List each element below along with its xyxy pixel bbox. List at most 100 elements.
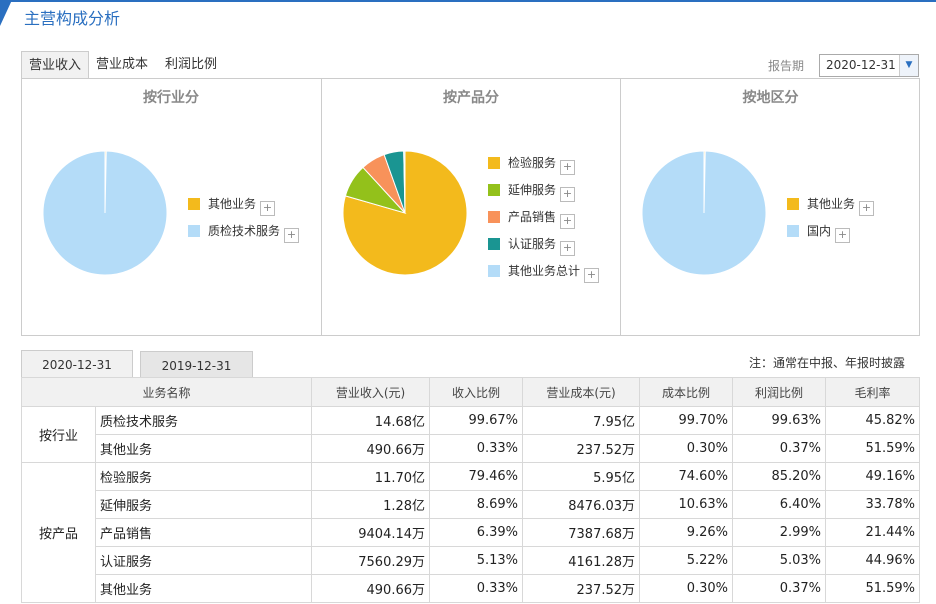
value-cell: 51.59% (825, 434, 921, 463)
value-cell: 85.20% (732, 462, 827, 491)
legend-label: 质检技术服务 (208, 224, 281, 238)
value-cell: 0.33% (429, 434, 524, 463)
composition-table: 业务名称 营业收入(元) 收入比例 营业成本(元) 成本比例 利润比例 毛利率 … (20, 377, 921, 603)
value-cell: 2.99% (732, 518, 827, 547)
value-cell: 21.44% (825, 518, 921, 547)
tab-date-2019[interactable]: 2019-12-31 (140, 351, 253, 378)
expand-plus-icon[interactable]: + (560, 187, 576, 202)
legend-item[interactable]: 检验服务 + (488, 156, 599, 183)
value-cell: 0.30% (639, 434, 734, 463)
col-header: 营业收入(元) (311, 377, 431, 407)
legend-swatch (488, 184, 500, 196)
legend-swatch (488, 211, 500, 223)
legend-item[interactable]: 其他业务 + (188, 197, 299, 224)
business-name-cell: 检验服务 (94, 462, 313, 491)
legend-item[interactable]: 产品销售 + (488, 210, 599, 237)
value-cell: 6.40% (732, 490, 827, 519)
legend-swatch (188, 198, 200, 210)
value-cell: 79.46% (429, 462, 524, 491)
col-header: 利润比例 (732, 377, 827, 407)
pie-chart-industry (42, 150, 168, 276)
value-cell: 99.63% (732, 406, 827, 435)
col-header: 成本比例 (639, 377, 734, 407)
col-header: 营业成本(元) (522, 377, 641, 407)
value-cell: 9.26% (639, 518, 734, 547)
value-cell: 5.13% (429, 546, 524, 575)
tab-cost[interactable]: 营业成本 (95, 57, 148, 72)
table-row: 延伸服务 1.28亿 8.69% 8476.03万 10.63% 6.40% 33.78% (22, 490, 921, 519)
expand-plus-icon[interactable]: + (835, 228, 851, 243)
value-cell: 7560.29万 (311, 546, 431, 575)
period-select[interactable]: 2020-12-31 ▼ (819, 54, 919, 77)
value-cell: 6.39% (429, 518, 524, 547)
value-cell: 11.70亿 (311, 462, 431, 491)
table-row: 认证服务 7560.29万 5.13% 4161.28万 5.22% 5.03% 44.96… (22, 546, 921, 575)
pie-title: 按地区分 (742, 90, 799, 106)
tab-date-2020[interactable]: 2020-12-31 (21, 350, 133, 378)
value-cell: 9404.14万 (311, 518, 431, 547)
legend-item[interactable]: 认证服务 + (488, 237, 599, 264)
pie-chart-product (342, 150, 468, 276)
value-cell: 5.03% (732, 546, 827, 575)
value-cell: 8.69% (429, 490, 524, 519)
value-cell: 8476.03万 (522, 490, 641, 519)
table-row: 按行业 质检技术服务 14.68亿 99.67% 7.95亿 99.70% 99.63% 45… (21, 406, 921, 463)
table-row: 产品销售 9404.14万 6.39% 7387.68万 9.26% 2.99% 21.44… (22, 518, 921, 547)
value-cell: 0.30% (639, 574, 734, 603)
legend-label: 延伸服务 (508, 183, 557, 197)
charts-area: 按行业分 其他业务 + 质检技术服务 + 按产品分 检验服务 + 延伸服务 + 产品销售 + 认证… (21, 78, 920, 336)
legend-swatch (188, 225, 200, 237)
business-name-cell: 其他业务 (94, 574, 313, 603)
expand-plus-icon[interactable]: + (284, 228, 300, 243)
tab-profit-ratio[interactable]: 利润比例 (164, 57, 217, 72)
value-cell: 74.60% (639, 462, 734, 491)
business-name-cell: 延伸服务 (94, 490, 313, 519)
value-cell: 44.96% (825, 546, 921, 575)
tab-revenue[interactable]: 营业收入 (21, 51, 89, 78)
disclosure-note: 注：通常在中报、年报时披露 (749, 356, 906, 370)
value-cell: 0.37% (732, 574, 827, 603)
legend-item[interactable]: 延伸服务 + (488, 183, 599, 210)
legend-label: 其他业务总计 (508, 264, 581, 278)
expand-plus-icon[interactable]: + (560, 241, 576, 256)
pie-title: 按产品分 (443, 90, 499, 106)
legend-item[interactable]: 其他业务总计 + (488, 264, 600, 291)
group-label: 按产品 (21, 462, 96, 603)
expand-plus-icon[interactable]: + (560, 160, 576, 175)
value-cell: 45.82% (825, 406, 921, 435)
expand-plus-icon[interactable]: + (560, 214, 576, 229)
legend-industry: 其他业务 + 质检技术服务 + (188, 197, 300, 251)
value-cell: 49.16% (825, 462, 921, 491)
legend-label: 认证服务 (508, 237, 557, 251)
col-header: 收入比例 (429, 377, 524, 407)
value-cell: 4161.28万 (522, 546, 641, 575)
expand-plus-icon[interactable]: + (584, 268, 600, 283)
legend-item[interactable]: 国内 + (787, 224, 874, 251)
col-header: 业务名称 (20, 377, 313, 407)
value-cell: 7.95亿 (522, 406, 641, 435)
chevron-down-icon[interactable]: ▼ (899, 55, 918, 76)
legend-swatch (488, 238, 500, 250)
legend-label: 其他业务 (807, 197, 856, 211)
legend-swatch (488, 157, 500, 169)
business-name-cell: 质检技术服务 (94, 406, 313, 435)
legend-label: 国内 (807, 224, 832, 238)
pie-slice[interactable] (641, 150, 767, 276)
group-label: 按行业 (21, 406, 96, 463)
legend-item[interactable]: 其他业务 + (787, 197, 875, 224)
period-value: 2020-12-31 (826, 58, 896, 72)
section-header: 主营构成分析 (0, 0, 936, 32)
pie-panel-product: 按产品分 检验服务 + 延伸服务 + 产品销售 + 认证服务 + 其他业务总计 + (321, 79, 620, 335)
legend-swatch (787, 198, 799, 210)
expand-plus-icon[interactable]: + (260, 201, 276, 216)
expand-plus-icon[interactable]: + (859, 201, 875, 216)
value-cell: 0.37% (732, 434, 827, 463)
legend-swatch (488, 265, 500, 277)
table-row: 其他业务 490.66万 0.33% 237.52万 0.30% 0.37% 51.59% (22, 434, 921, 463)
business-name-cell: 认证服务 (94, 546, 313, 575)
business-name-cell: 其他业务 (94, 434, 313, 463)
pie-slice[interactable] (403, 150, 406, 214)
pie-slice[interactable] (42, 150, 168, 276)
period-label: 报告期 (768, 59, 805, 73)
legend-item[interactable]: 质检技术服务 + (188, 224, 300, 251)
